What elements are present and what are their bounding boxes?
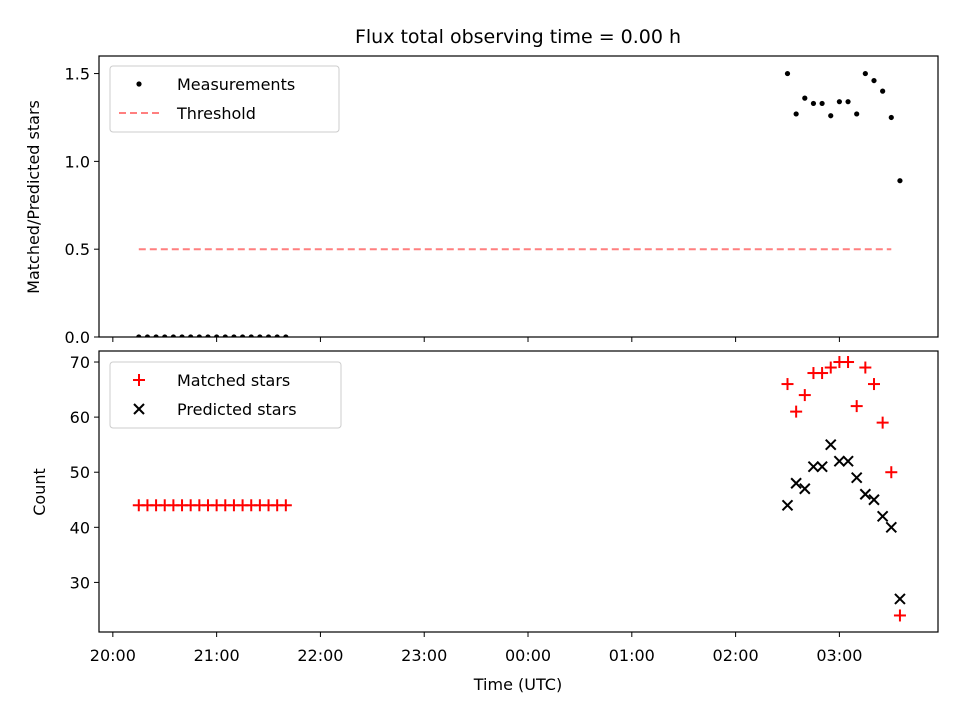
matched-stars-point bbox=[816, 367, 829, 380]
predicted-stars-point bbox=[868, 494, 880, 506]
measurements-point bbox=[170, 334, 176, 337]
bottom-subplot: 30 40 50 60 70 20:00 21:00 22:00 23:00 00:00 01:00… bbox=[70, 350, 939, 665]
bottom-y-tick-label: 30 bbox=[70, 573, 90, 592]
top-y-tick-label: 0.5 bbox=[65, 240, 90, 259]
matched-stars-point bbox=[842, 356, 855, 369]
measurements-point bbox=[802, 95, 808, 101]
top-y-tick-label: 1.5 bbox=[65, 65, 90, 84]
top-data bbox=[136, 70, 903, 337]
matched-stars-point bbox=[781, 378, 794, 391]
predicted-stars-point bbox=[850, 472, 863, 484]
measurements-point bbox=[222, 334, 228, 337]
bottom-y-tick-label: 40 bbox=[70, 518, 90, 537]
measurements-point bbox=[136, 334, 142, 337]
matched-stars-point bbox=[824, 361, 837, 374]
matched-stars-point bbox=[798, 389, 811, 402]
x-axis-label: Time (UTC) bbox=[473, 675, 562, 694]
bottom-y-axis-label: Count bbox=[30, 468, 49, 516]
predicted-stars-point bbox=[790, 477, 802, 489]
measurements-point bbox=[888, 114, 894, 121]
x-tick-label: 21:00 bbox=[194, 646, 240, 665]
measurements-point bbox=[144, 334, 151, 337]
measurements-point bbox=[153, 334, 159, 337]
measurements-point bbox=[819, 100, 825, 107]
measurements-point bbox=[231, 334, 237, 337]
x-tick-label: 22:00 bbox=[297, 646, 343, 665]
measurements-point bbox=[205, 334, 211, 337]
top-y-axis-label: Matched/Predicted stars bbox=[24, 100, 43, 294]
matched-stars-point bbox=[279, 499, 292, 512]
measurements-point bbox=[793, 111, 799, 117]
measurements-point bbox=[880, 88, 886, 94]
measurements-point bbox=[239, 334, 246, 337]
x-tick-label: 01:00 bbox=[609, 646, 655, 665]
x-tick-label: 20:00 bbox=[90, 646, 136, 665]
legend-predicted-marker bbox=[133, 403, 145, 415]
x-tick-label: 02:00 bbox=[713, 646, 759, 665]
top-legend: Measurements Threshold bbox=[109, 65, 340, 133]
measurements-point bbox=[196, 334, 202, 337]
top-legend-box bbox=[109, 65, 340, 133]
predicted-stars-point bbox=[859, 488, 872, 500]
matched-stars-point bbox=[859, 361, 872, 374]
predicted-stars-point bbox=[842, 455, 854, 467]
chart-title: Flux total observing time = 0.00 h bbox=[355, 26, 681, 48]
predicted-stars-point bbox=[833, 455, 846, 467]
measurements-point bbox=[897, 178, 903, 184]
bottom-legend-box bbox=[109, 361, 342, 429]
measurements-point bbox=[828, 113, 834, 119]
bottom-y-tick-label: 60 bbox=[70, 408, 90, 427]
predicted-stars-point bbox=[799, 483, 811, 495]
matched-stars-point bbox=[867, 378, 880, 391]
matched-stars-point bbox=[876, 416, 889, 429]
legend-predicted-label: Predicted stars bbox=[177, 400, 297, 419]
legend-matched-label: Matched stars bbox=[177, 371, 290, 390]
bottom-y-tick-label: 70 bbox=[70, 353, 90, 372]
measurements-point bbox=[810, 100, 817, 107]
measurements-point bbox=[862, 70, 868, 77]
predicted-stars-point bbox=[885, 521, 897, 534]
top-subplot: 0.0 0.5 1.0 1.5 bbox=[65, 55, 939, 347]
bottom-axes-frame bbox=[98, 350, 939, 633]
x-tick-label: 00:00 bbox=[505, 646, 551, 665]
measurements-point bbox=[214, 334, 220, 337]
predicted-stars-point bbox=[876, 510, 889, 523]
top-y-tick-label: 0.0 bbox=[65, 328, 90, 347]
top-axes-frame bbox=[98, 55, 939, 338]
bottom-y-tick-label: 50 bbox=[70, 463, 90, 482]
matched-stars-point bbox=[790, 405, 803, 418]
x-tick-label: 23:00 bbox=[401, 646, 447, 665]
measurements-point bbox=[845, 99, 851, 105]
measurements-point bbox=[162, 334, 168, 337]
measurements-point bbox=[257, 334, 263, 337]
matched-stars-point bbox=[885, 466, 898, 479]
measurements-point bbox=[274, 334, 280, 337]
legend-matched-marker bbox=[133, 374, 145, 386]
measurements-point bbox=[179, 334, 185, 337]
predicted-stars-point bbox=[825, 438, 837, 451]
measurements-point bbox=[854, 111, 860, 117]
predicted-stars-point bbox=[781, 499, 794, 511]
measurements-point bbox=[784, 70, 791, 77]
top-y-tick-label: 1.0 bbox=[65, 152, 90, 171]
measurements-point bbox=[248, 334, 254, 337]
legend-measurements-marker bbox=[136, 81, 142, 87]
matched-stars-point bbox=[850, 400, 863, 413]
measurements-point bbox=[871, 77, 877, 84]
measurements-point bbox=[836, 99, 842, 105]
measurements-point bbox=[283, 334, 289, 337]
predicted-stars-point bbox=[807, 460, 820, 473]
legend-threshold-label: Threshold bbox=[176, 104, 256, 123]
measurements-point bbox=[188, 334, 194, 337]
bottom-data bbox=[132, 356, 906, 622]
bottom-legend: Matched stars Predicted stars bbox=[109, 361, 342, 429]
measurements-point bbox=[265, 334, 272, 337]
matched-stars-point bbox=[893, 609, 906, 622]
x-tick-label: 03:00 bbox=[816, 646, 862, 665]
predicted-stars-point bbox=[894, 593, 906, 605]
legend-measurements-label: Measurements bbox=[177, 75, 295, 94]
predicted-stars-point bbox=[816, 460, 828, 473]
